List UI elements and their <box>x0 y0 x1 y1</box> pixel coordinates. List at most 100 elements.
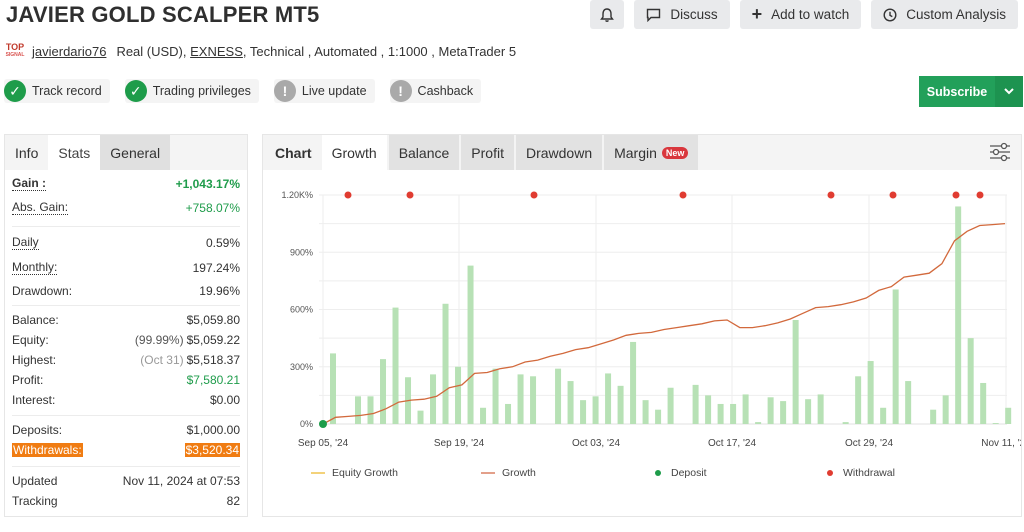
stat-value: +1,043.17% <box>175 177 240 191</box>
tab-general[interactable]: General <box>100 135 171 170</box>
stat-daily: Daily 0.59% <box>12 233 240 253</box>
stat-value: +758.07% <box>185 201 240 215</box>
stat-label: Interest: <box>12 393 56 407</box>
clock-icon <box>883 7 897 22</box>
page-title: JAVIER GOLD SCALPER MT5 <box>6 2 320 27</box>
stat-profit: Profit: $7,580.21 <box>12 370 240 390</box>
svg-text:Sep 05, '24: Sep 05, '24 <box>298 438 349 449</box>
equity-percent: (99.99%) <box>134 333 184 347</box>
stat-label: Balance: <box>12 313 59 327</box>
tab-margin[interactable]: Margin New <box>604 135 699 170</box>
account-details: , Technical , Automated , 1:1000 , MetaT… <box>242 43 517 59</box>
stat-equity: Equity: (99.99%) $5,059.22 <box>12 330 240 350</box>
legend-equity-growth[interactable]: Equity Growth <box>311 467 398 479</box>
chart-tabs-title: Chart <box>275 144 312 161</box>
legend-deposit[interactable]: Deposit <box>655 467 707 479</box>
comment-icon <box>647 8 661 22</box>
chart-legend: Equity Growth Growth Deposit Withdrawal <box>263 467 1023 483</box>
stat-balance: Balance: $5,059.80 <box>12 310 240 330</box>
divider <box>12 226 240 227</box>
highest-date: (Oct 31) <box>140 353 184 367</box>
username-link[interactable]: javierdario76 <box>32 43 107 59</box>
stat-abs-gain: Abs. Gain: +758.07% <box>12 198 240 218</box>
badge-track-record[interactable]: ✓ Track record <box>4 79 110 103</box>
stat-value: $5,059.80 <box>186 313 240 327</box>
legend-growth[interactable]: Growth <box>481 467 536 479</box>
tab-profit[interactable]: Profit <box>461 135 514 170</box>
svg-text:Nov 11, '24: Nov 11, '24 <box>981 438 1021 449</box>
badge-live-update[interactable]: ! Live update <box>273 79 375 103</box>
badge-label: Cashback <box>417 84 474 98</box>
tab-balance[interactable]: Balance <box>388 135 460 170</box>
legend-label: Growth <box>502 467 536 479</box>
stat-value: 19.96% <box>199 284 240 298</box>
svg-text:300%: 300% <box>290 362 313 372</box>
tab-growth[interactable]: Growth <box>321 135 387 170</box>
stat-interest: Interest: $0.00 <box>12 390 240 410</box>
legend-label: Withdrawal <box>843 467 895 479</box>
stat-updated: Updated Nov 11, 2024 at 07:53 <box>12 471 240 491</box>
tab-stats[interactable]: Stats <box>48 135 101 170</box>
stat-value: $5,059.22 <box>186 333 240 347</box>
check-circle-icon: ✓ <box>124 80 147 102</box>
divider <box>12 415 240 416</box>
stat-label: Deposits: <box>12 423 63 437</box>
chart-panel: Chart Growth Balance Profit Drawdown Mar… <box>262 134 1022 517</box>
stat-value: $3,520.34 <box>184 443 240 457</box>
chart-tabs: Chart Growth Balance Profit Drawdown Mar… <box>263 135 1021 170</box>
account-type: Real (USD), <box>116 43 187 59</box>
stat-label: Tracking <box>12 494 58 508</box>
verification-badges: ✓ Track record ✓ Trading privileges ! Li… <box>4 79 482 103</box>
account-meta: TOP SIGNAL javierdario76 Real (USD), EXN… <box>5 41 517 61</box>
badge-cashback[interactable]: ! Cashback <box>389 79 482 103</box>
logo-subtext: SIGNAL <box>5 52 25 58</box>
notify-button[interactable] <box>590 0 625 29</box>
stat-label: Profit: <box>12 373 44 387</box>
legend-withdrawal[interactable]: Withdrawal <box>827 467 895 479</box>
plus-icon: + <box>751 4 763 24</box>
stat-label[interactable]: Gain : <box>12 176 47 191</box>
growth-chart[interactable]: 0% 300% 600% 900% 1.20K% Sep 05, '24 Sep 19, '… <box>263 170 1021 470</box>
add-to-watch-button[interactable]: + Add to watch <box>739 0 862 29</box>
stat-label[interactable]: Abs. Gain: <box>12 200 69 215</box>
tab-info[interactable]: Info <box>15 144 39 161</box>
subscribe-button[interactable]: Subscribe <box>919 76 1023 107</box>
legend-line-icon <box>481 472 495 474</box>
stat-value: 82 <box>226 494 240 508</box>
stat-value: $1,000.00 <box>186 423 240 437</box>
broker-link[interactable]: EXNESS <box>190 43 243 59</box>
legend-label: Equity Growth <box>332 467 398 479</box>
badge-label: Track record <box>32 84 102 98</box>
svg-text:Oct 17, '24: Oct 17, '24 <box>708 438 756 449</box>
stat-highest: Highest: (Oct 31) $5,518.37 <box>12 350 240 370</box>
discuss-label: Discuss <box>670 7 718 22</box>
badge-label: Trading privileges <box>152 84 251 98</box>
stat-label[interactable]: Daily <box>12 235 39 250</box>
tab-label: Margin <box>614 144 657 161</box>
stat-value: 0.59% <box>205 236 240 250</box>
stats-tabs: Info Stats General <box>5 135 247 170</box>
stat-deposits: Deposits: $1,000.00 <box>12 420 240 440</box>
top-signal-logo: TOP SIGNAL <box>5 42 25 60</box>
chevron-down-icon[interactable] <box>995 76 1023 107</box>
tab-drawdown[interactable]: Drawdown <box>515 135 603 170</box>
badge-trading-privileges[interactable]: ✓ Trading privileges <box>124 79 259 103</box>
new-badge: New <box>661 146 689 159</box>
stat-label: Updated <box>12 474 58 488</box>
custom-analysis-label: Custom Analysis <box>906 7 1006 22</box>
custom-analysis-button[interactable]: Custom Analysis <box>871 0 1018 29</box>
stat-tracking: Tracking 82 <box>12 491 240 511</box>
stats-panel: Info Stats General Gain : +1,043.17% Abs… <box>4 134 248 517</box>
sliders-icon[interactable] <box>989 142 1011 162</box>
svg-text:Sep 19, '24: Sep 19, '24 <box>434 438 485 449</box>
stat-withdrawals: Withdrawals: $3,520.34 <box>12 440 240 460</box>
exclamation-circle-icon: ! <box>273 80 296 102</box>
subscribe-label: Subscribe <box>926 84 988 99</box>
legend-dot-icon <box>655 470 661 476</box>
check-circle-icon: ✓ <box>4 80 26 102</box>
stat-label[interactable]: Monthly: <box>12 260 58 275</box>
svg-text:Oct 29, '24: Oct 29, '24 <box>845 438 893 449</box>
svg-text:600%: 600% <box>290 305 313 315</box>
discuss-button[interactable]: Discuss <box>634 0 730 29</box>
stat-label: Drawdown: <box>12 284 73 298</box>
